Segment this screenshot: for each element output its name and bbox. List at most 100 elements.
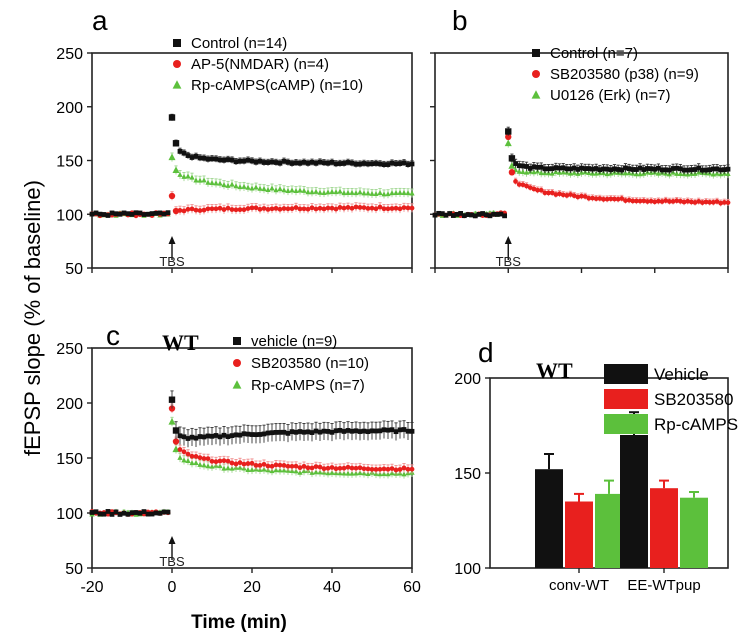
- data-point: [189, 460, 195, 466]
- data-point: [201, 462, 207, 468]
- data-point: [505, 133, 512, 141]
- data-point: [341, 429, 347, 434]
- data-point: [681, 199, 687, 205]
- panel-letter-d: d: [478, 337, 494, 368]
- data-point: [353, 204, 359, 210]
- data-point: [604, 166, 610, 172]
- data-point: [89, 211, 95, 217]
- data-point: [630, 198, 636, 204]
- data-point: [168, 192, 176, 200]
- data-point: [245, 184, 251, 190]
- data-point: [377, 466, 383, 472]
- data-point: [229, 181, 235, 187]
- data-point: [317, 429, 323, 435]
- data-point: [699, 167, 705, 173]
- data-point: [269, 463, 275, 469]
- data-point: [189, 453, 195, 459]
- data-point: [313, 464, 319, 470]
- data-point: [289, 161, 295, 166]
- data-point: [217, 458, 223, 464]
- data-point: [177, 171, 183, 177]
- data-point: [185, 457, 191, 463]
- data-point: [369, 428, 375, 434]
- x-axis-label: Time (min): [191, 612, 287, 633]
- data-point: [357, 189, 363, 195]
- data-point: [508, 169, 516, 176]
- data-point: [161, 211, 167, 217]
- legend-marker: [173, 60, 181, 68]
- data-point: [317, 159, 323, 165]
- data-point: [153, 510, 159, 516]
- data-point: [365, 205, 371, 211]
- data-point: [317, 464, 323, 470]
- data-point: [365, 190, 371, 196]
- data-point: [293, 429, 299, 435]
- data-point: [281, 463, 287, 468]
- y-tick-label: 200: [56, 100, 83, 117]
- data-point: [241, 183, 247, 189]
- data-point: [241, 158, 247, 164]
- data-point: [172, 207, 180, 215]
- data-point: [329, 469, 335, 475]
- data-point: [527, 165, 533, 171]
- data-point: [381, 427, 387, 433]
- data-point: [277, 429, 283, 435]
- data-point: [285, 206, 291, 212]
- data-point: [703, 167, 709, 173]
- data-point: [193, 435, 199, 441]
- data-point: [409, 190, 415, 196]
- y-tick-label: 150: [454, 466, 481, 483]
- data-point: [93, 210, 99, 216]
- legend-marker: [233, 337, 241, 345]
- data-point: [349, 470, 355, 476]
- data-point: [397, 189, 403, 195]
- data-point: [721, 199, 727, 205]
- data-point: [89, 510, 95, 515]
- data-point: [688, 167, 694, 173]
- data-point: [253, 205, 259, 211]
- data-point: [197, 434, 203, 439]
- data-point: [333, 161, 339, 167]
- data-point: [393, 205, 399, 211]
- data-point: [516, 168, 522, 174]
- category-label: EE-WTpup: [627, 577, 700, 594]
- data-point: [590, 166, 595, 172]
- data-point: [357, 465, 363, 471]
- tbs-label: TBS: [159, 554, 185, 569]
- x-tick-label: 60: [403, 579, 421, 596]
- data-point: [109, 210, 115, 216]
- data-point: [321, 428, 327, 434]
- data-point: [313, 188, 319, 194]
- data-point: [579, 165, 584, 171]
- data-point: [181, 208, 187, 214]
- data-point: [261, 160, 267, 165]
- data-point: [361, 428, 367, 434]
- bar: [620, 435, 648, 568]
- data-point: [337, 161, 343, 166]
- data-point: [520, 182, 526, 188]
- data-point: [209, 179, 215, 185]
- data-point: [674, 198, 680, 204]
- data-point: [385, 206, 391, 212]
- data-point: [365, 470, 371, 476]
- data-point: [237, 432, 243, 438]
- data-point: [261, 461, 267, 467]
- data-point: [113, 509, 119, 515]
- data-point: [615, 196, 621, 202]
- data-point: [373, 467, 379, 472]
- data-point: [325, 189, 331, 195]
- data-point: [397, 467, 403, 472]
- data-point: [233, 159, 239, 165]
- data-point: [313, 428, 319, 434]
- data-point: [637, 198, 643, 204]
- data-point: [333, 466, 339, 472]
- data-point: [677, 198, 683, 204]
- data-point: [277, 467, 283, 473]
- data-point: [261, 206, 267, 211]
- data-point: [105, 213, 111, 218]
- data-point: [443, 212, 449, 218]
- legend-label: Rp-cAMPS (n=7): [251, 377, 365, 394]
- data-point: [197, 461, 203, 467]
- data-point: [409, 466, 415, 472]
- data-point: [637, 165, 643, 171]
